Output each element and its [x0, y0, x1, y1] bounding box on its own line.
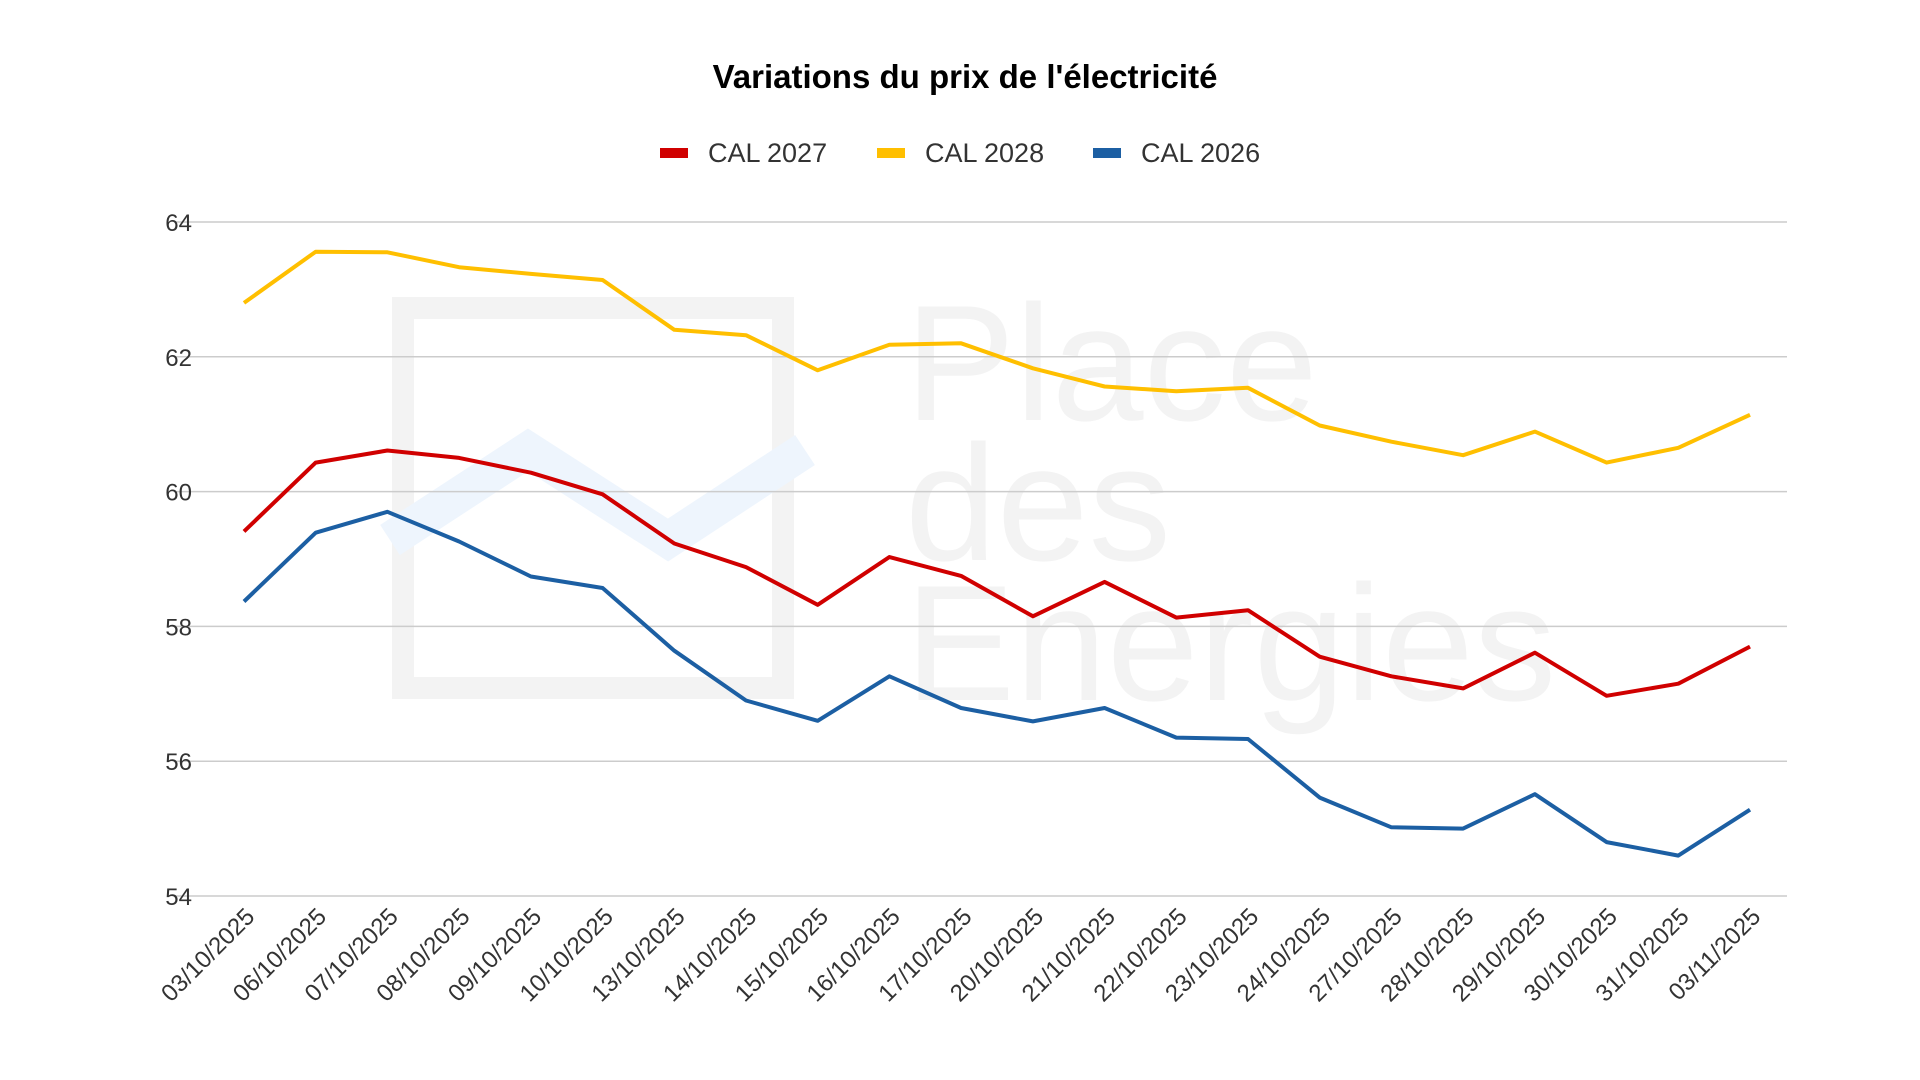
legend-item[interactable]: CAL 2026 — [1093, 138, 1260, 168]
y-tick-label: 56 — [165, 749, 192, 776]
y-tick-label: 58 — [165, 614, 192, 641]
y-axis: 54 56 58 60 62 64 — [165, 210, 192, 911]
legend: CAL 2027 CAL 2028 CAL 2026 — [660, 138, 1260, 168]
svg-text:Place: Place — [905, 271, 1318, 455]
y-tick-label: 60 — [165, 480, 192, 507]
x-axis: 03/10/202506/10/202507/10/202508/10/2025… — [156, 903, 1766, 1007]
y-tick-label: 64 — [165, 210, 192, 237]
legend-label: CAL 2028 — [925, 138, 1044, 168]
y-tick-label: 54 — [165, 884, 192, 911]
svg-text:Energies: Energies — [905, 551, 1556, 735]
legend-item[interactable]: CAL 2027 — [660, 138, 827, 168]
legend-swatch — [1093, 148, 1121, 158]
series-line-cal-2027 — [242, 448, 1751, 698]
legend-label: CAL 2027 — [708, 138, 827, 168]
y-tick-label: 62 — [165, 345, 192, 372]
legend-label: CAL 2026 — [1141, 138, 1260, 168]
chart-title: Variations du prix de l'électricité — [713, 58, 1218, 95]
series-line-cal-2028 — [242, 249, 1751, 465]
watermark-logo: Place des Energies — [380, 271, 1556, 735]
legend-swatch — [660, 148, 688, 158]
series-line-cal-2026 — [242, 509, 1752, 858]
legend-item[interactable]: CAL 2028 — [877, 138, 1044, 168]
series-lines — [242, 249, 1752, 858]
svg-text:des: des — [905, 411, 1171, 595]
gridlines — [175, 221, 1787, 897]
legend-swatch — [877, 148, 905, 158]
